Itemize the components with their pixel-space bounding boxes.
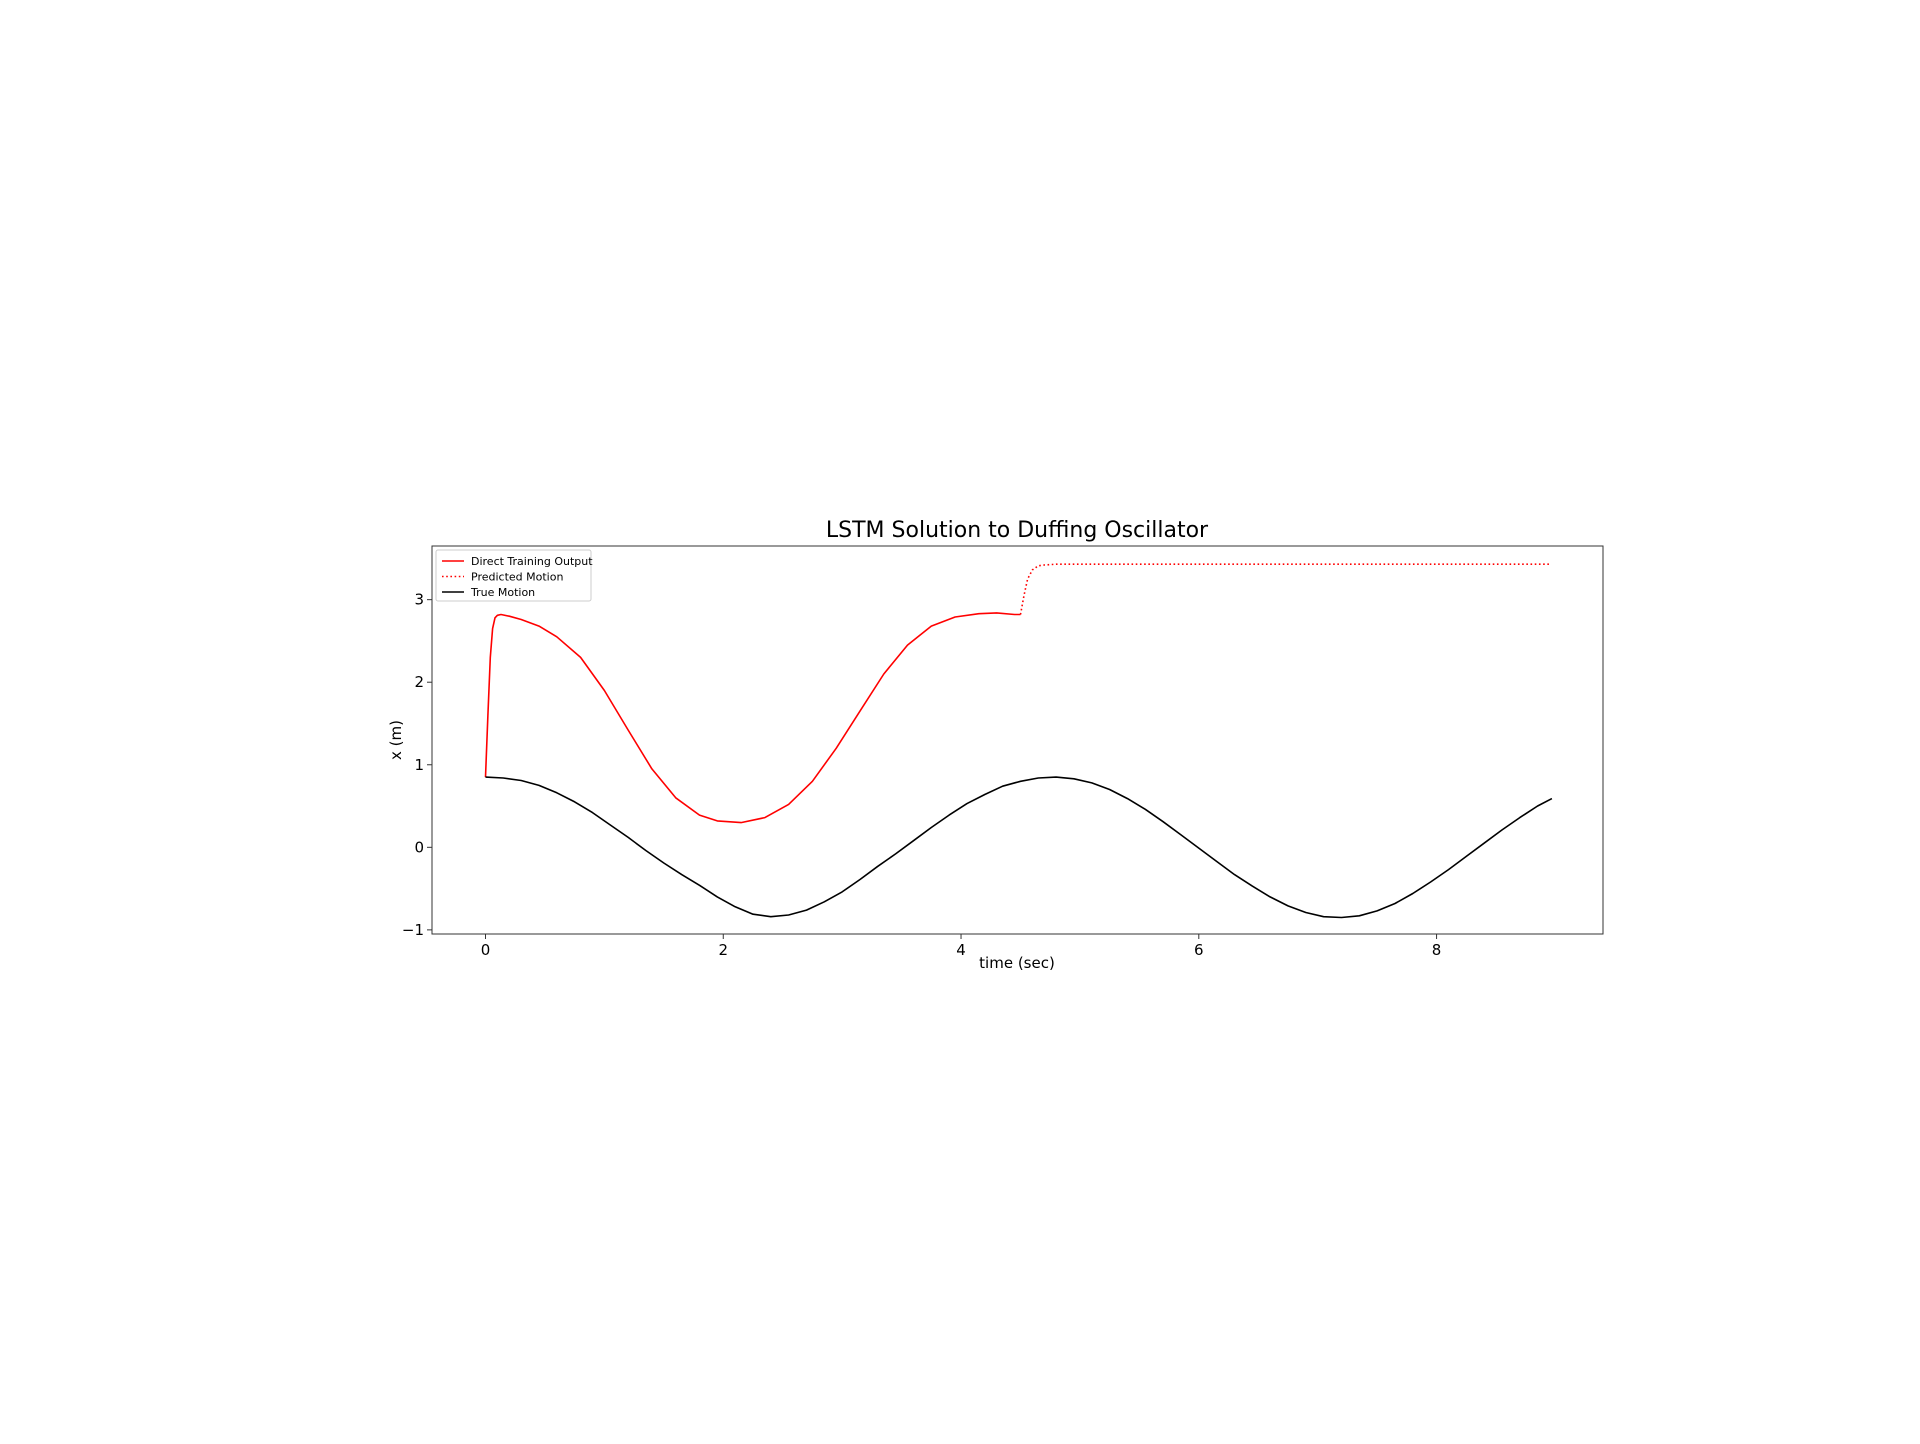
- x-axis-label: time (sec): [979, 954, 1055, 972]
- legend-box: [435, 549, 592, 602]
- series-line-predicted-motion: [1019, 563, 1550, 615]
- legend-label: Predicted Motion: [471, 571, 563, 584]
- x-tick-label: 2: [718, 941, 728, 959]
- series-layer: [484, 563, 1553, 919]
- series-line-direct-training-output: [484, 612, 1021, 824]
- legend: Direct Training Output Predicted Motion Tr…: [435, 549, 593, 602]
- y-tick-label: 3: [414, 591, 424, 609]
- series-line-true-motion: [485, 776, 1553, 919]
- y-axis-ticks: −1 0 1 2 3: [402, 591, 432, 939]
- y-tick-label: 1: [414, 756, 424, 774]
- legend-items: Direct Training Output Predicted Motion Tr…: [442, 555, 593, 599]
- x-tick-label: 8: [1432, 941, 1442, 959]
- x-tick-label: 0: [481, 941, 491, 959]
- legend-label: True Motion: [470, 586, 535, 599]
- plot-area: [431, 545, 1604, 935]
- x-tick-label: 4: [956, 941, 966, 959]
- y-tick-label: −1: [402, 921, 424, 939]
- y-tick-label: 2: [414, 673, 424, 691]
- x-axis-ticks: 0 2 4 6 8: [481, 934, 1442, 959]
- x-tick-label: 6: [1194, 941, 1204, 959]
- y-axis-label: x (m): [387, 720, 405, 760]
- legend-label: Direct Training Output: [471, 555, 593, 568]
- axes-frame: [431, 545, 1604, 935]
- y-tick-label: 0: [414, 838, 424, 856]
- chart-title: LSTM Solution to Duffing Oscillator: [826, 518, 1209, 543]
